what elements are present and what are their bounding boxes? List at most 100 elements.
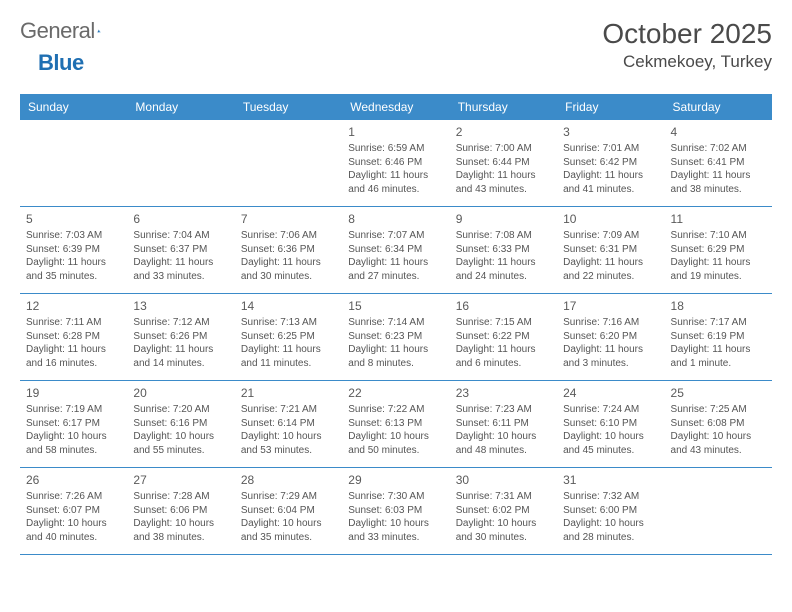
day-cell: 24 Sunrise: 7:24 AMSunset: 6:10 PMDayligh… [557,381,664,467]
day-number: 9 [456,211,551,227]
brand-name-2: Blue [38,50,84,75]
dow-monday: Monday [127,94,234,120]
day-info: Sunrise: 7:13 AMSunset: 6:25 PMDaylight:… [241,316,336,370]
day-cell: 8Sunrise: 7:07 AMSunset: 6:34 PMDaylight… [342,207,449,293]
day-cell: 20Sunrise: 7:20 AMSunset: 6:16 PMDayligh… [127,381,234,467]
day-cell: 17 Sunrise: 7:16 AMSunset: 6:20 PMDayligh… [557,294,664,380]
day-cell: 1 Sunrise: 6:59 AMSunset: 6:46 PMDaylight… [342,120,449,206]
day-cell [20,120,127,206]
day-cell: 25 Sunrise: 7:25 AMSunset: 6:08 PMDayligh… [665,381,772,467]
day-cell: 6 Sunrise: 7:04 AMSunset: 6:37 PMDaylight… [127,207,234,293]
day-cell: 22 Sunrise: 7:22 AMSunset: 6:13 PMDayligh… [342,381,449,467]
day-cell: 23Sunrise: 7:23 AMSunset: 6:11 PMDayligh… [450,381,557,467]
day-number: 19 [26,385,121,401]
day-info: Sunrise: 7:03 AMSunset: 6:39 PMDaylight:… [26,229,121,283]
week-row: 5 Sunrise: 7:03 AMSunset: 6:39 PMDaylight… [20,207,772,294]
day-cell: 14 Sunrise: 7:13 AMSunset: 6:25 PMDayligh… [235,294,342,380]
day-info: Sunrise: 7:09 AMSunset: 6:31 PMDaylight:… [563,229,658,283]
day-number: 15 [348,298,443,314]
day-info: Sunrise: 7:08 AMSunset: 6:33 PMDaylight:… [456,229,551,283]
day-cell: 5 Sunrise: 7:03 AMSunset: 6:39 PMDaylight… [20,207,127,293]
day-cell [235,120,342,206]
day-cell: 29 Sunrise: 7:30 AMSunset: 6:03 PMDayligh… [342,468,449,554]
day-number: 7 [241,211,336,227]
day-of-week-header: SundayMondayTuesdayWednesdayThursdayFrid… [20,94,772,120]
day-cell: 3Sunrise: 7:01 AMSunset: 6:42 PMDaylight… [557,120,664,206]
location-label: Cekmekoey, Turkey [602,52,772,72]
day-number: 28 [241,472,336,488]
day-number: 27 [133,472,228,488]
day-number: 6 [133,211,228,227]
day-info: Sunrise: 7:17 AMSunset: 6:19 PMDaylight:… [671,316,766,370]
day-number: 18 [671,298,766,314]
day-info: Sunrise: 7:12 AMSunset: 6:26 PMDaylight:… [133,316,228,370]
day-number: 26 [26,472,121,488]
day-info: Sunrise: 7:25 AMSunset: 6:08 PMDaylight:… [671,403,766,457]
day-cell: 30 Sunrise: 7:31 AMSunset: 6:02 PMDayligh… [450,468,557,554]
day-number: 5 [26,211,121,227]
day-number: 2 [456,124,551,140]
day-cell: 2 Sunrise: 7:00 AMSunset: 6:44 PMDaylight… [450,120,557,206]
week-row: 1 Sunrise: 6:59 AMSunset: 6:46 PMDaylight… [20,120,772,207]
dow-thursday: Thursday [450,94,557,120]
day-info: Sunrise: 7:11 AMSunset: 6:28 PMDaylight:… [26,316,121,370]
day-cell: 4Sunrise: 7:02 AMSunset: 6:41 PMDaylight… [665,120,772,206]
calendar-body: 1 Sunrise: 6:59 AMSunset: 6:46 PMDaylight… [20,120,772,555]
day-number: 12 [26,298,121,314]
day-info: Sunrise: 7:15 AMSunset: 6:22 PMDaylight:… [456,316,551,370]
day-number: 20 [133,385,228,401]
day-number: 24 [563,385,658,401]
day-number: 17 [563,298,658,314]
day-info: Sunrise: 7:29 AMSunset: 6:04 PMDaylight:… [241,490,336,544]
day-cell: 12 Sunrise: 7:11 AMSunset: 6:28 PMDayligh… [20,294,127,380]
day-info: Sunrise: 7:14 AMSunset: 6:23 PMDaylight:… [348,316,443,370]
month-title: October 2025 [602,18,772,50]
day-info: Sunrise: 6:59 AMSunset: 6:46 PMDaylight:… [348,142,443,196]
day-info: Sunrise: 7:22 AMSunset: 6:13 PMDaylight:… [348,403,443,457]
day-cell: 18 Sunrise: 7:17 AMSunset: 6:19 PMDayligh… [665,294,772,380]
sail-icon [97,20,101,42]
week-row: 26 Sunrise: 7:26 AMSunset: 6:07 PMDayligh… [20,468,772,555]
day-info: Sunrise: 7:24 AMSunset: 6:10 PMDaylight:… [563,403,658,457]
day-number: 21 [241,385,336,401]
day-info: Sunrise: 7:10 AMSunset: 6:29 PMDaylight:… [671,229,766,283]
day-number: 25 [671,385,766,401]
day-number: 13 [133,298,228,314]
day-info: Sunrise: 7:30 AMSunset: 6:03 PMDaylight:… [348,490,443,544]
day-number: 1 [348,124,443,140]
day-info: Sunrise: 7:21 AMSunset: 6:14 PMDaylight:… [241,403,336,457]
dow-saturday: Saturday [665,94,772,120]
brand-logo: General [20,18,121,44]
brand-name-1: General [20,18,95,44]
day-number: 14 [241,298,336,314]
day-cell: 21 Sunrise: 7:21 AMSunset: 6:14 PMDayligh… [235,381,342,467]
day-info: Sunrise: 7:32 AMSunset: 6:00 PMDaylight:… [563,490,658,544]
day-info: Sunrise: 7:28 AMSunset: 6:06 PMDaylight:… [133,490,228,544]
day-cell: 26 Sunrise: 7:26 AMSunset: 6:07 PMDayligh… [20,468,127,554]
day-cell: 15 Sunrise: 7:14 AMSunset: 6:23 PMDayligh… [342,294,449,380]
day-cell: 16Sunrise: 7:15 AMSunset: 6:22 PMDayligh… [450,294,557,380]
day-info: Sunrise: 7:04 AMSunset: 6:37 PMDaylight:… [133,229,228,283]
day-info: Sunrise: 7:26 AMSunset: 6:07 PMDaylight:… [26,490,121,544]
day-number: 30 [456,472,551,488]
day-number: 22 [348,385,443,401]
day-info: Sunrise: 7:01 AMSunset: 6:42 PMDaylight:… [563,142,658,196]
day-number: 29 [348,472,443,488]
day-info: Sunrise: 7:07 AMSunset: 6:34 PMDaylight:… [348,229,443,283]
day-cell: 10 Sunrise: 7:09 AMSunset: 6:31 PMDayligh… [557,207,664,293]
day-number: 11 [671,211,766,227]
day-number: 10 [563,211,658,227]
day-cell: 19 Sunrise: 7:19 AMSunset: 6:17 PMDayligh… [20,381,127,467]
dow-tuesday: Tuesday [235,94,342,120]
day-cell: 13 Sunrise: 7:12 AMSunset: 6:26 PMDayligh… [127,294,234,380]
day-cell: 9 Sunrise: 7:08 AMSunset: 6:33 PMDaylight… [450,207,557,293]
day-info: Sunrise: 7:00 AMSunset: 6:44 PMDaylight:… [456,142,551,196]
day-cell: 11 Sunrise: 7:10 AMSunset: 6:29 PMDayligh… [665,207,772,293]
day-info: Sunrise: 7:19 AMSunset: 6:17 PMDaylight:… [26,403,121,457]
day-info: Sunrise: 7:02 AMSunset: 6:41 PMDaylight:… [671,142,766,196]
day-info: Sunrise: 7:31 AMSunset: 6:02 PMDaylight:… [456,490,551,544]
day-cell: 31Sunrise: 7:32 AMSunset: 6:00 PMDayligh… [557,468,664,554]
day-info: Sunrise: 7:16 AMSunset: 6:20 PMDaylight:… [563,316,658,370]
day-cell: 28 Sunrise: 7:29 AMSunset: 6:04 PMDayligh… [235,468,342,554]
dow-wednesday: Wednesday [342,94,449,120]
